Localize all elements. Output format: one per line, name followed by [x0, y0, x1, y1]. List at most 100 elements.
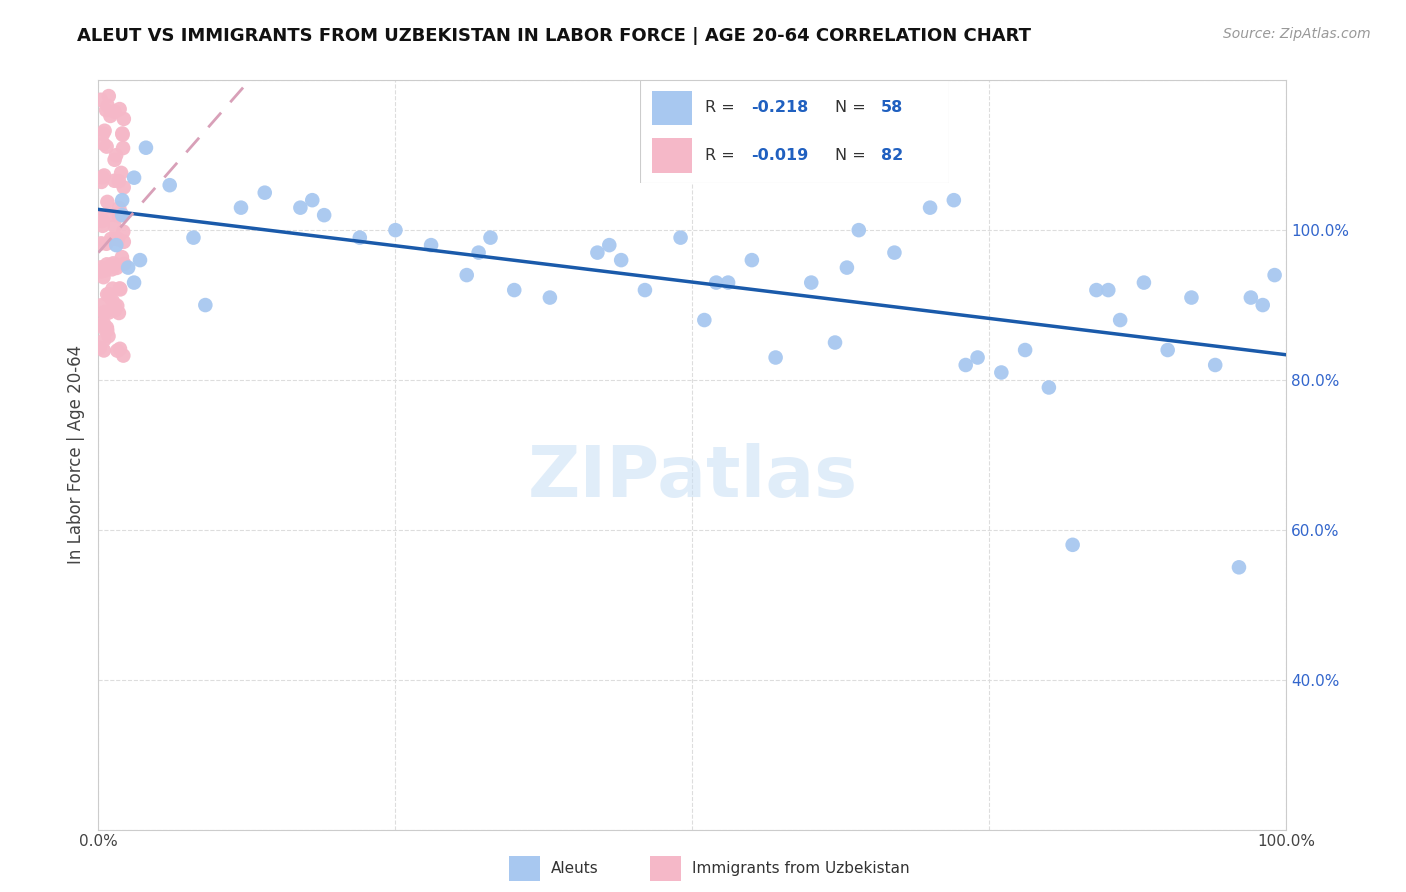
- Bar: [652, 137, 692, 173]
- Point: [110, 282, 132, 296]
- Point: [108, 342, 131, 356]
- FancyBboxPatch shape: [640, 80, 949, 183]
- Text: ZIPatlas: ZIPatlas: [527, 443, 858, 512]
- Point: [112, 180, 135, 194]
- Point: [93, 318, 115, 332]
- Point: [112, 235, 135, 249]
- Point: [1038, 380, 1060, 394]
- Point: [98, 289, 121, 303]
- Point: [693, 313, 716, 327]
- Point: [1133, 276, 1156, 290]
- Point: [1085, 283, 1108, 297]
- Point: [97, 329, 120, 343]
- Point: [101, 294, 124, 309]
- Point: [96, 236, 118, 251]
- Point: [122, 276, 145, 290]
- Point: [586, 245, 609, 260]
- Text: N =: N =: [835, 101, 870, 115]
- Point: [97, 305, 120, 319]
- Point: [104, 219, 127, 234]
- Point: [1156, 343, 1178, 357]
- Point: [110, 207, 132, 221]
- Point: [93, 306, 115, 320]
- Point: [111, 250, 134, 264]
- Point: [96, 139, 118, 153]
- Point: [107, 232, 129, 246]
- Point: [229, 201, 252, 215]
- Point: [91, 214, 114, 228]
- Point: [96, 323, 118, 337]
- Point: [89, 318, 111, 332]
- Point: [112, 225, 135, 239]
- Point: [835, 260, 858, 275]
- Point: [122, 170, 145, 185]
- Point: [1062, 538, 1084, 552]
- Point: [89, 341, 111, 355]
- Point: [129, 253, 152, 268]
- Point: [91, 170, 114, 185]
- Point: [100, 259, 122, 273]
- Point: [1109, 313, 1132, 327]
- Point: [1097, 283, 1119, 297]
- Point: [108, 102, 131, 116]
- Point: [91, 127, 114, 141]
- Point: [107, 232, 129, 246]
- Point: [104, 232, 127, 246]
- Point: [103, 174, 125, 188]
- Point: [90, 260, 112, 275]
- Point: [349, 230, 371, 244]
- Point: [253, 186, 276, 200]
- Point: [717, 276, 740, 290]
- Point: [104, 303, 127, 318]
- Point: [100, 109, 122, 123]
- Point: [669, 230, 692, 244]
- Point: [1227, 560, 1250, 574]
- Point: [93, 270, 115, 285]
- Point: [96, 194, 118, 209]
- Point: [1014, 343, 1036, 357]
- Point: [93, 136, 115, 151]
- Point: [1240, 291, 1263, 305]
- Point: [538, 291, 561, 305]
- Point: [135, 141, 157, 155]
- Point: [90, 320, 112, 334]
- Point: [103, 297, 125, 311]
- Point: [479, 230, 502, 244]
- Point: [503, 283, 526, 297]
- Text: Aleuts: Aleuts: [551, 862, 599, 876]
- Point: [384, 223, 406, 237]
- Point: [97, 89, 120, 103]
- Text: Immigrants from Uzbekistan: Immigrants from Uzbekistan: [692, 862, 910, 876]
- Point: [93, 124, 115, 138]
- Point: [112, 349, 135, 363]
- Point: [634, 283, 657, 297]
- Point: [467, 245, 489, 260]
- Point: [183, 230, 205, 244]
- Point: [93, 343, 115, 358]
- Point: [942, 193, 965, 207]
- Point: [1204, 358, 1226, 372]
- Point: [108, 281, 131, 295]
- Point: [90, 93, 112, 107]
- Point: [93, 305, 115, 319]
- Point: [91, 213, 114, 227]
- Point: [955, 358, 977, 372]
- Point: [110, 166, 132, 180]
- Point: [765, 351, 787, 365]
- Point: [105, 238, 128, 252]
- Point: [1180, 291, 1202, 305]
- Text: Source: ZipAtlas.com: Source: ZipAtlas.com: [1223, 27, 1371, 41]
- Point: [105, 299, 128, 313]
- Point: [111, 208, 134, 222]
- Point: [290, 201, 312, 215]
- Text: N =: N =: [835, 148, 870, 162]
- Point: [420, 238, 443, 252]
- Text: R =: R =: [704, 101, 740, 115]
- Point: [90, 236, 112, 251]
- Point: [103, 104, 125, 119]
- Point: [314, 208, 336, 222]
- Text: 82: 82: [882, 148, 903, 162]
- Point: [94, 263, 117, 277]
- Point: [456, 268, 478, 282]
- Point: [112, 112, 135, 126]
